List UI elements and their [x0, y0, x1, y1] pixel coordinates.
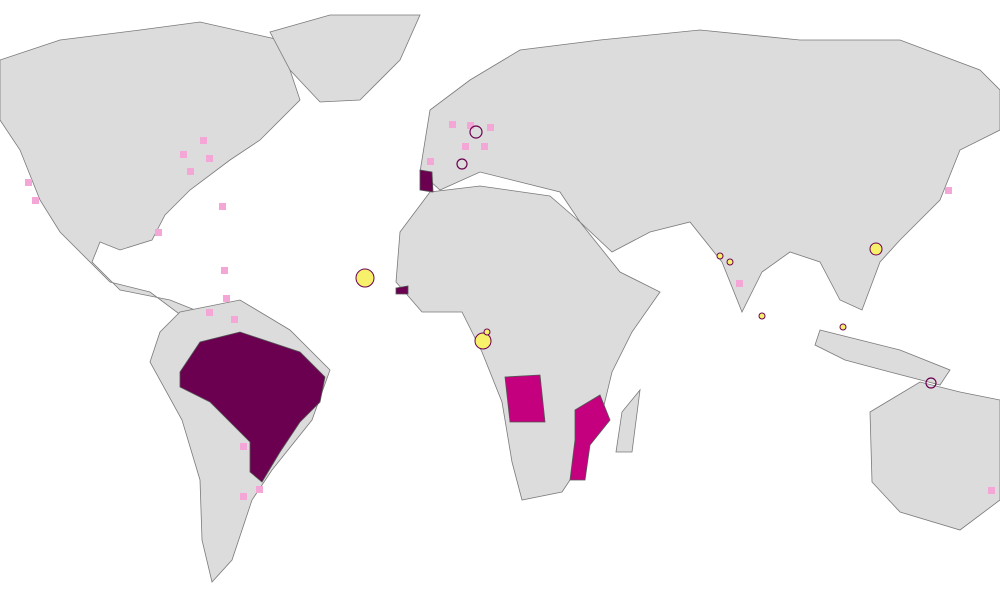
marker [449, 121, 456, 128]
greenland [269, 14, 421, 103]
markers [25, 121, 995, 500]
marker [481, 143, 488, 150]
marker [483, 328, 491, 336]
marker [231, 316, 238, 323]
marker [240, 493, 247, 500]
marker [839, 323, 847, 331]
marker [206, 309, 213, 316]
marker [32, 197, 39, 204]
marker [155, 229, 162, 236]
marker [219, 203, 226, 210]
marker [200, 137, 207, 144]
highlighted-countries [179, 169, 611, 483]
marker [180, 151, 187, 158]
marker [736, 280, 743, 287]
marker [474, 332, 492, 350]
marker [758, 312, 766, 320]
marker [716, 252, 724, 260]
marker [469, 125, 483, 139]
marker [487, 124, 494, 131]
madagascar [615, 388, 641, 453]
marker [240, 443, 247, 450]
guinea-bissau [395, 285, 409, 295]
indonesia [814, 329, 951, 386]
marker [256, 486, 263, 493]
brazil [179, 331, 326, 483]
marker [427, 158, 434, 165]
portugal [419, 169, 434, 193]
marker [187, 168, 194, 175]
marker [462, 143, 469, 150]
marker [25, 179, 32, 186]
marker [467, 122, 474, 129]
marker [726, 258, 734, 266]
marker [355, 268, 375, 288]
australia [869, 381, 1000, 531]
angola [504, 374, 546, 423]
marker [945, 187, 952, 194]
marker [223, 295, 230, 302]
marker [456, 158, 468, 170]
marker [925, 377, 937, 389]
marker [206, 155, 213, 162]
marker [988, 487, 995, 494]
marker [221, 267, 228, 274]
marker [869, 242, 883, 256]
mozambique [569, 394, 611, 481]
